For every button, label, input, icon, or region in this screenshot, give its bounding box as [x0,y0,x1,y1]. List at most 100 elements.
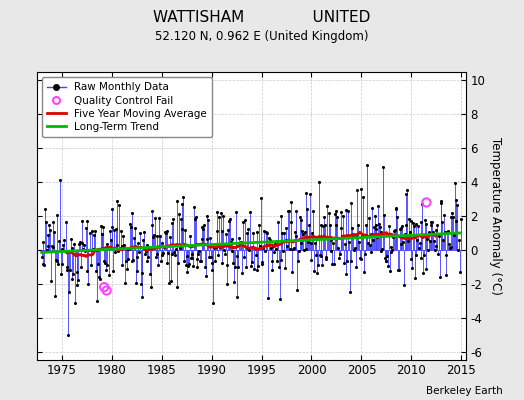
Point [239,219,247,226]
Point [242,230,250,237]
Point [89,246,97,252]
Point [205,254,213,260]
Point [163,228,171,234]
Point [335,255,343,261]
Point [378,246,386,252]
Point [325,222,334,228]
Point [389,234,397,240]
Point [398,223,407,229]
Point [225,218,233,224]
Point [115,202,123,208]
Point [113,242,121,248]
Point [221,250,229,257]
Point [227,248,236,254]
Point [212,209,221,215]
Point [396,225,405,231]
Point [125,246,133,252]
Point [416,240,424,246]
Point [86,262,95,268]
Point [440,212,448,218]
Point [235,235,243,241]
Point [123,246,131,252]
Point [455,268,464,275]
Point [431,227,440,233]
Point [424,246,432,253]
Point [414,223,422,229]
Point [340,260,348,266]
Legend: Raw Monthly Data, Quality Control Fail, Five Year Moving Average, Long-Term Tren: Raw Monthly Data, Quality Control Fail, … [42,77,212,137]
Point [114,248,123,254]
Point [159,250,168,256]
Point [177,216,185,222]
Point [307,257,315,264]
Point [274,219,282,225]
Text: WATTISHAM              UNITED: WATTISHAM UNITED [154,10,370,25]
Point [147,284,155,290]
Point [73,269,82,275]
Point [328,237,336,243]
Point [113,198,122,204]
Point [385,223,393,230]
Point [66,267,74,273]
Point [152,250,161,257]
Point [356,255,364,261]
Point [315,252,324,258]
Point [57,271,65,277]
Point [46,227,54,233]
Point [134,240,143,246]
Point [151,254,160,260]
Point [216,210,225,216]
Point [166,234,174,240]
Point [308,230,316,236]
Point [273,258,281,264]
Point [102,262,111,268]
Point [70,240,79,247]
Point [68,245,77,252]
Point [63,266,72,273]
Point [203,236,212,242]
Point [187,254,195,261]
Point [178,226,187,233]
Point [402,191,411,198]
Point [409,220,417,226]
Point [112,226,120,232]
Point [417,255,425,261]
Point [226,238,235,245]
Point [428,218,436,225]
Point [275,264,283,270]
Point [62,218,70,225]
Point [317,222,325,228]
Point [400,231,409,237]
Point [68,276,76,282]
Point [82,218,91,224]
Point [181,226,189,233]
Point [369,237,377,244]
Point [204,217,212,223]
Point [311,240,319,246]
Point [412,252,421,258]
Point [53,258,62,264]
Point [237,270,246,276]
Point [356,256,365,262]
Point [44,232,52,238]
Point [384,263,392,270]
Point [151,215,159,222]
Point [297,240,305,246]
Point [143,258,151,264]
Point [48,243,56,249]
Point [82,225,90,232]
Point [214,252,222,258]
Point [388,246,397,253]
Point [56,177,64,183]
Point [269,242,277,249]
Point [59,242,68,248]
Point [365,215,373,222]
Point [254,263,263,269]
Point [284,208,292,214]
Point [141,250,149,257]
Point [332,222,340,228]
Point [122,258,130,264]
Point [441,229,449,235]
Point [169,216,178,223]
Point [250,245,259,252]
